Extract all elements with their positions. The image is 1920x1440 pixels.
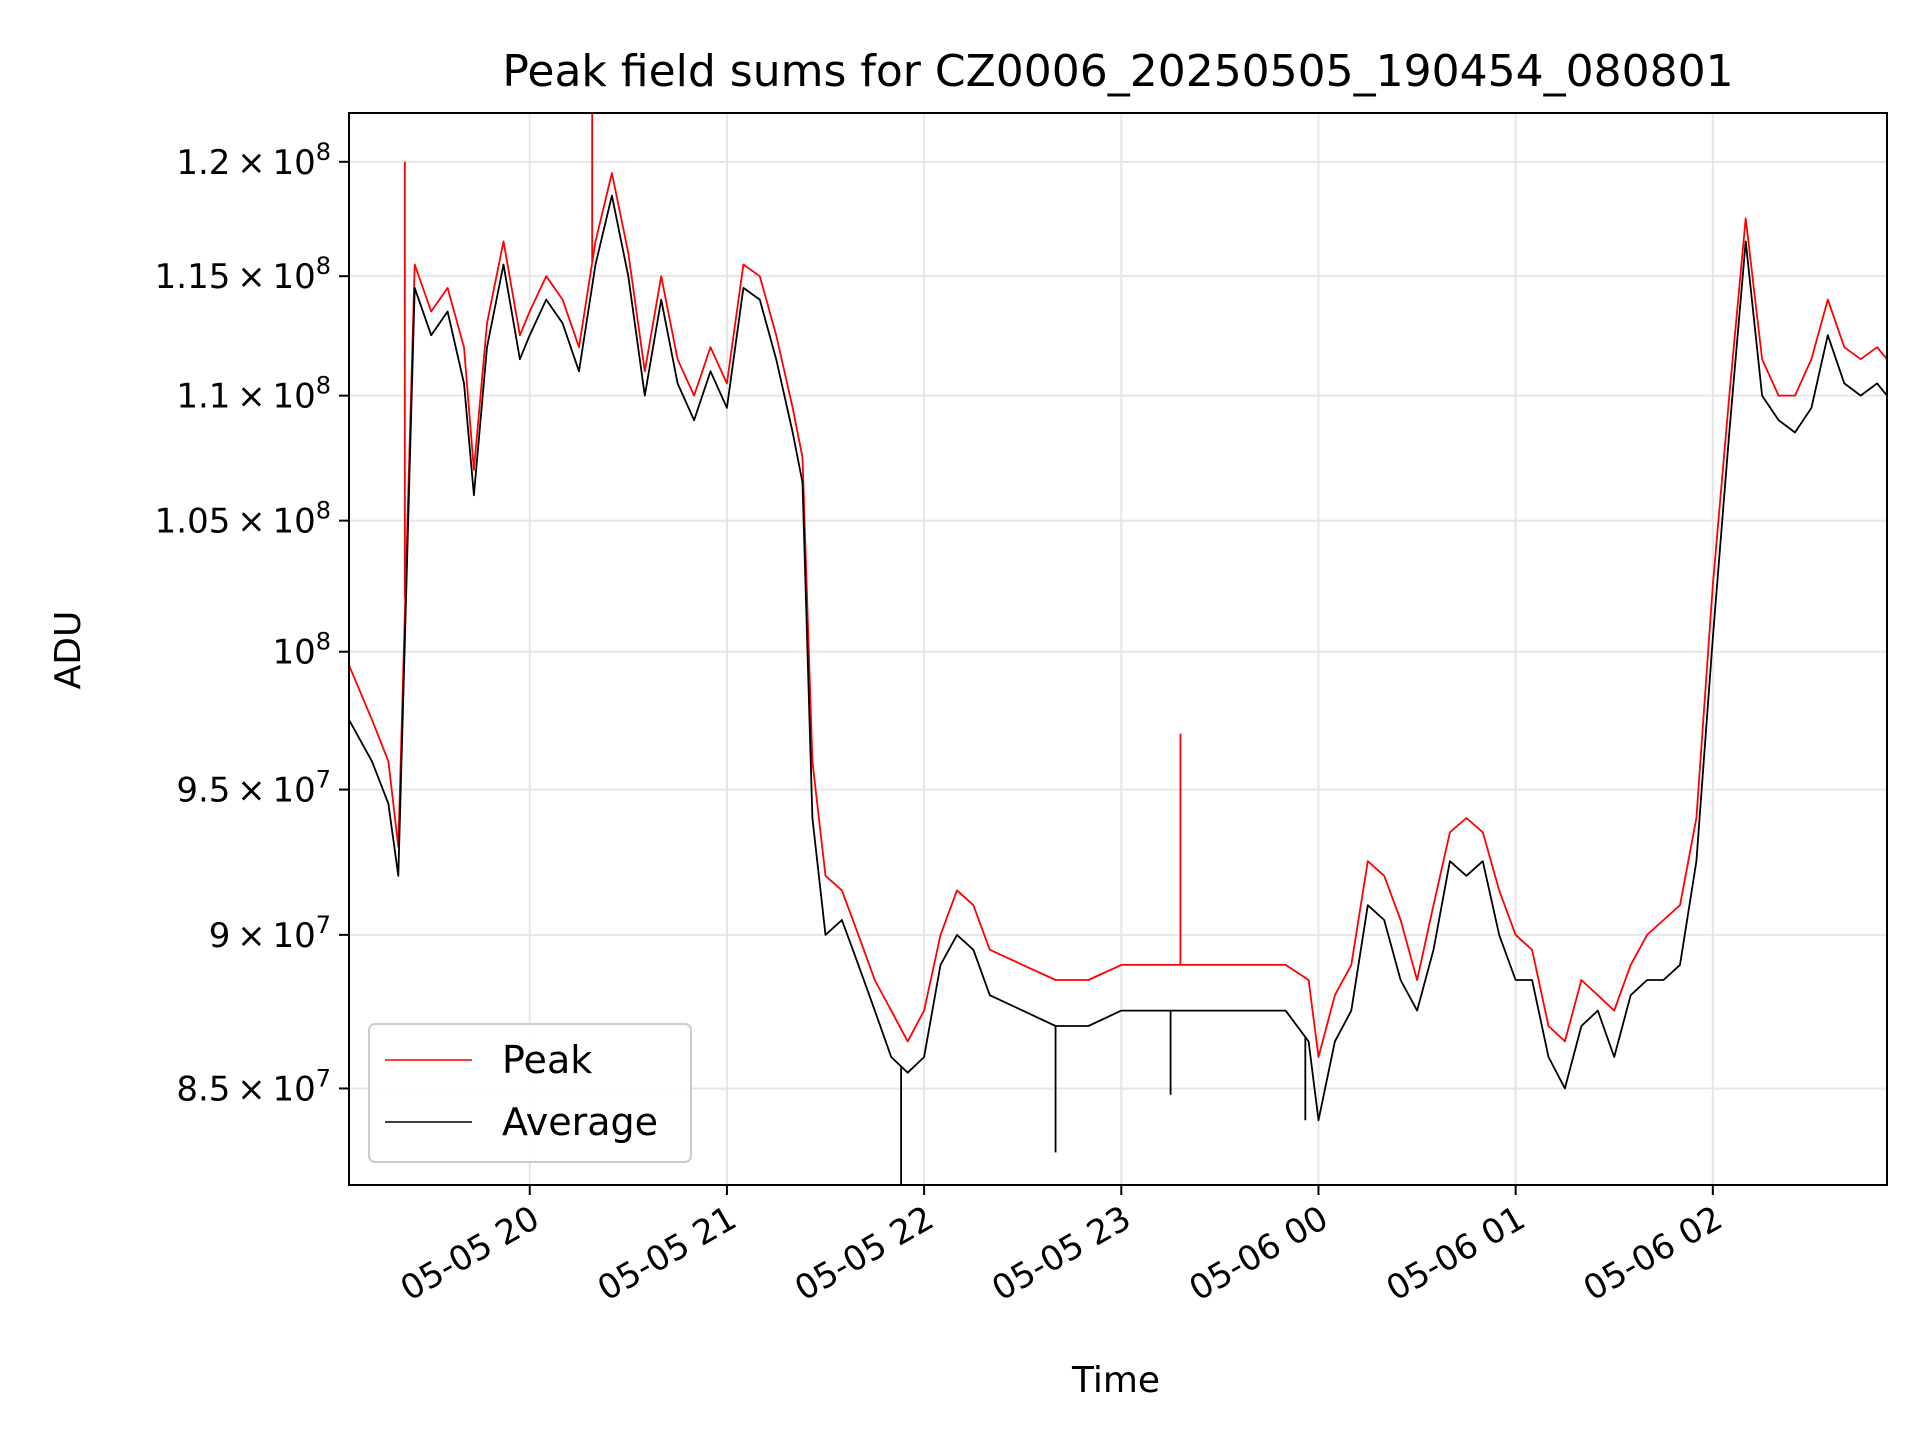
series-line-average [349, 194, 1887, 1122]
grid [349, 113, 1887, 1185]
y-tick-label: 1.05 × 108 [155, 497, 331, 542]
series-group [349, 113, 1887, 1185]
y-tick-label: 1.2 × 108 [176, 138, 331, 183]
legend-label-peak: Peak [502, 1038, 592, 1082]
chart-title: Peak field sums for CZ0006_20250505_1904… [502, 46, 1733, 97]
x-axis-label: Time [1071, 1360, 1160, 1401]
y-tick-label: 9.5 × 107 [176, 766, 331, 811]
series-layer [349, 113, 1887, 1185]
y-tick-label: 9 × 107 [209, 911, 331, 956]
y-axis-label: ADU [48, 611, 89, 690]
y-tick-label: 1.1 × 108 [176, 372, 331, 417]
plot-frame [348, 112, 1888, 1186]
legend-label-average: Average [502, 1100, 658, 1144]
legend-box [368, 1023, 692, 1163]
y-tick-label: 8.5 × 107 [176, 1064, 331, 1109]
y-tick-label: 1.15 × 108 [155, 252, 331, 297]
y-axis: 8.5 × 107 9 × 107 9.5 × 107 108 1.05 × 108 1.… [155, 138, 349, 1109]
legend: Peak Average [368, 1023, 692, 1163]
y-tick-label: 108 [272, 628, 331, 673]
series-line-peak [349, 172, 1887, 1058]
